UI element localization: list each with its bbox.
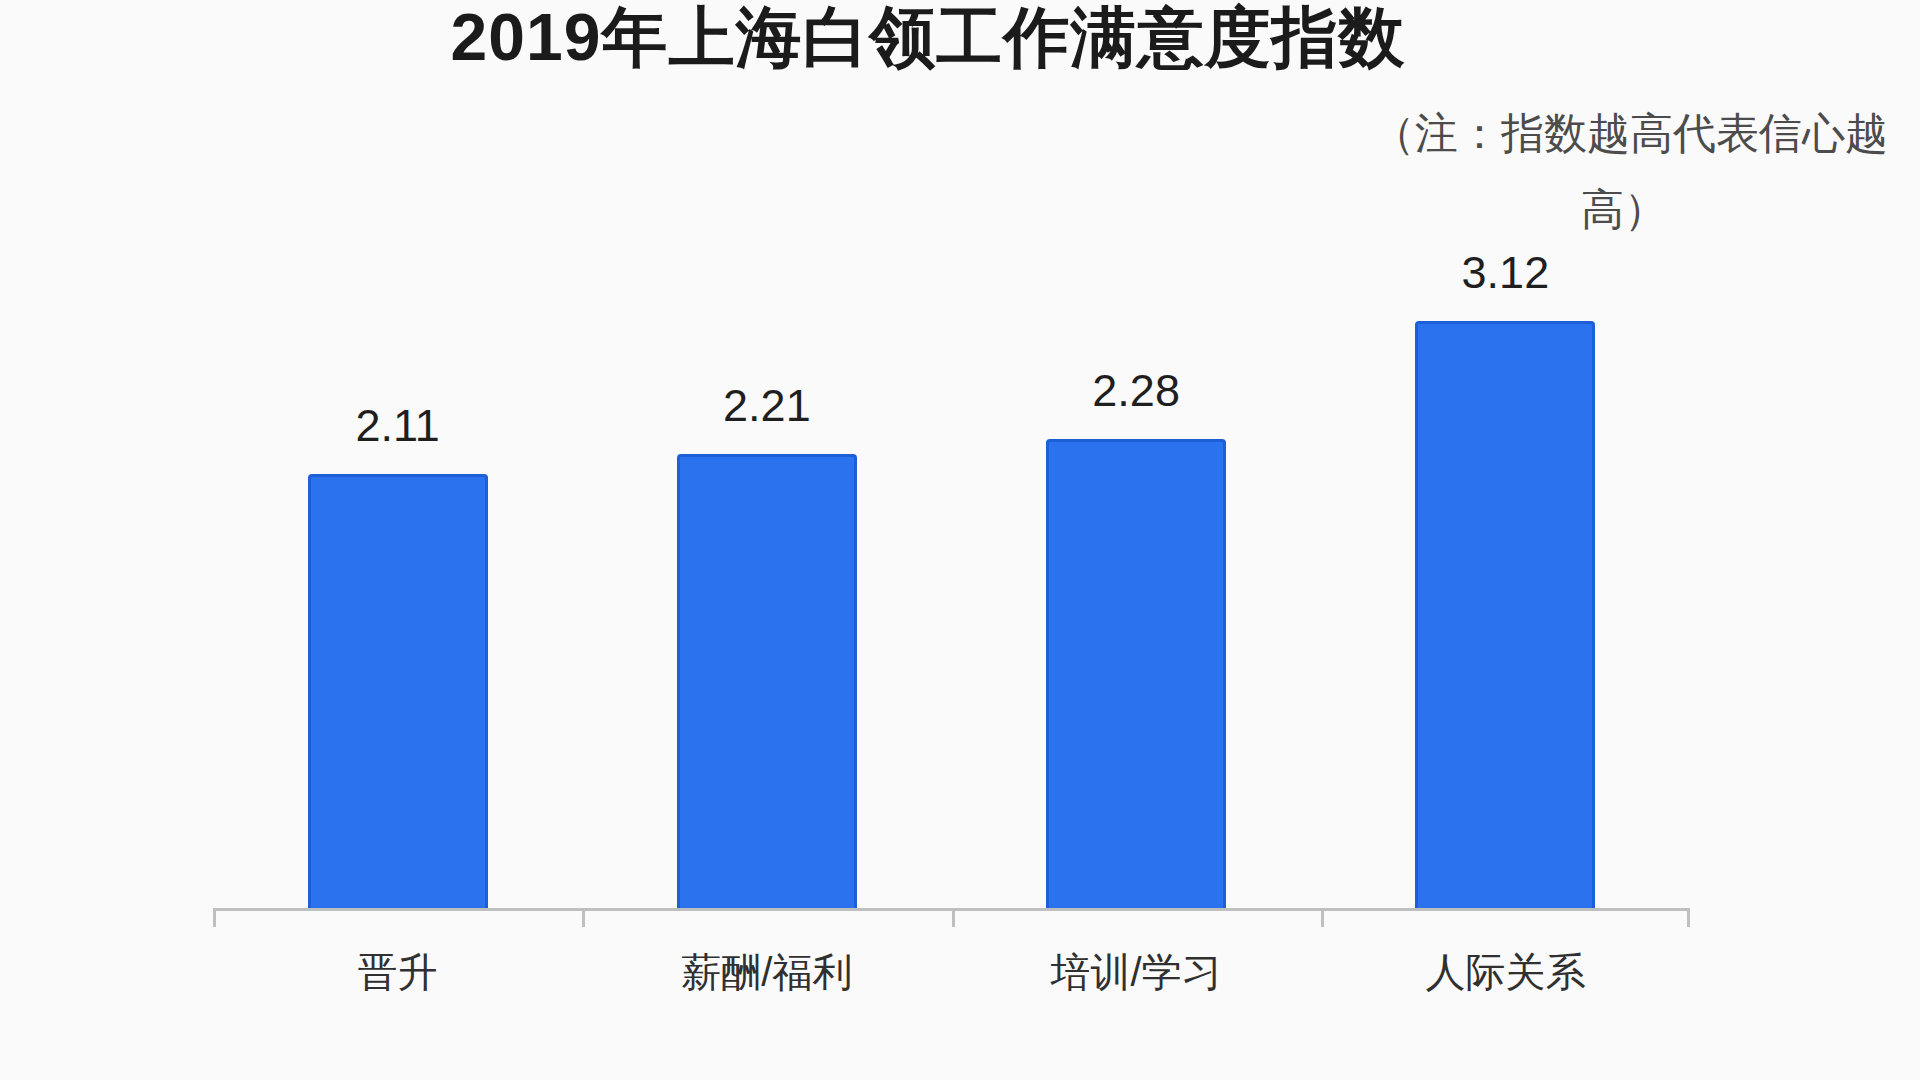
chart-title: 2019年上海白领工作满意度指数 bbox=[0, 0, 1856, 76]
axis-tick bbox=[213, 910, 216, 927]
bar-slot: 2.21 bbox=[582, 250, 951, 908]
bar-value-label: 3.12 bbox=[1462, 250, 1550, 295]
bar-value-label: 2.21 bbox=[723, 383, 811, 428]
chart-canvas: 2019年上海白领工作满意度指数 （注：指数越高代表信心越 高） 2.11 2.2… bbox=[0, 0, 1920, 1080]
x-axis-label: 培训/学习 bbox=[952, 948, 1321, 996]
plot-area: 2.11 2.21 2.28 3.12 bbox=[213, 250, 1690, 911]
bar bbox=[1046, 439, 1226, 908]
axis-tick bbox=[1687, 910, 1690, 927]
axis-tick bbox=[952, 910, 955, 927]
bar bbox=[1415, 321, 1595, 908]
bar-value-label: 2.28 bbox=[1092, 368, 1180, 413]
bar-slot: 2.11 bbox=[213, 250, 582, 908]
x-axis-labels: 晋升薪酬/福利培训/学习人际关系 bbox=[213, 948, 1690, 996]
axis-tick bbox=[1321, 910, 1324, 927]
x-axis-label: 晋升 bbox=[213, 948, 582, 996]
chart-note-line-1: （注：指数越高代表信心越 bbox=[1372, 110, 1888, 157]
bar bbox=[308, 474, 488, 908]
bar-value-label: 2.11 bbox=[356, 403, 440, 448]
bar-slot: 3.12 bbox=[1321, 250, 1690, 908]
bar-slot: 2.28 bbox=[952, 250, 1321, 908]
x-axis-label: 薪酬/福利 bbox=[582, 948, 951, 996]
chart-note-line-2: 高） bbox=[1581, 186, 1667, 233]
bar bbox=[677, 454, 857, 908]
x-axis-label: 人际关系 bbox=[1321, 948, 1690, 996]
axis-tick bbox=[582, 910, 585, 927]
